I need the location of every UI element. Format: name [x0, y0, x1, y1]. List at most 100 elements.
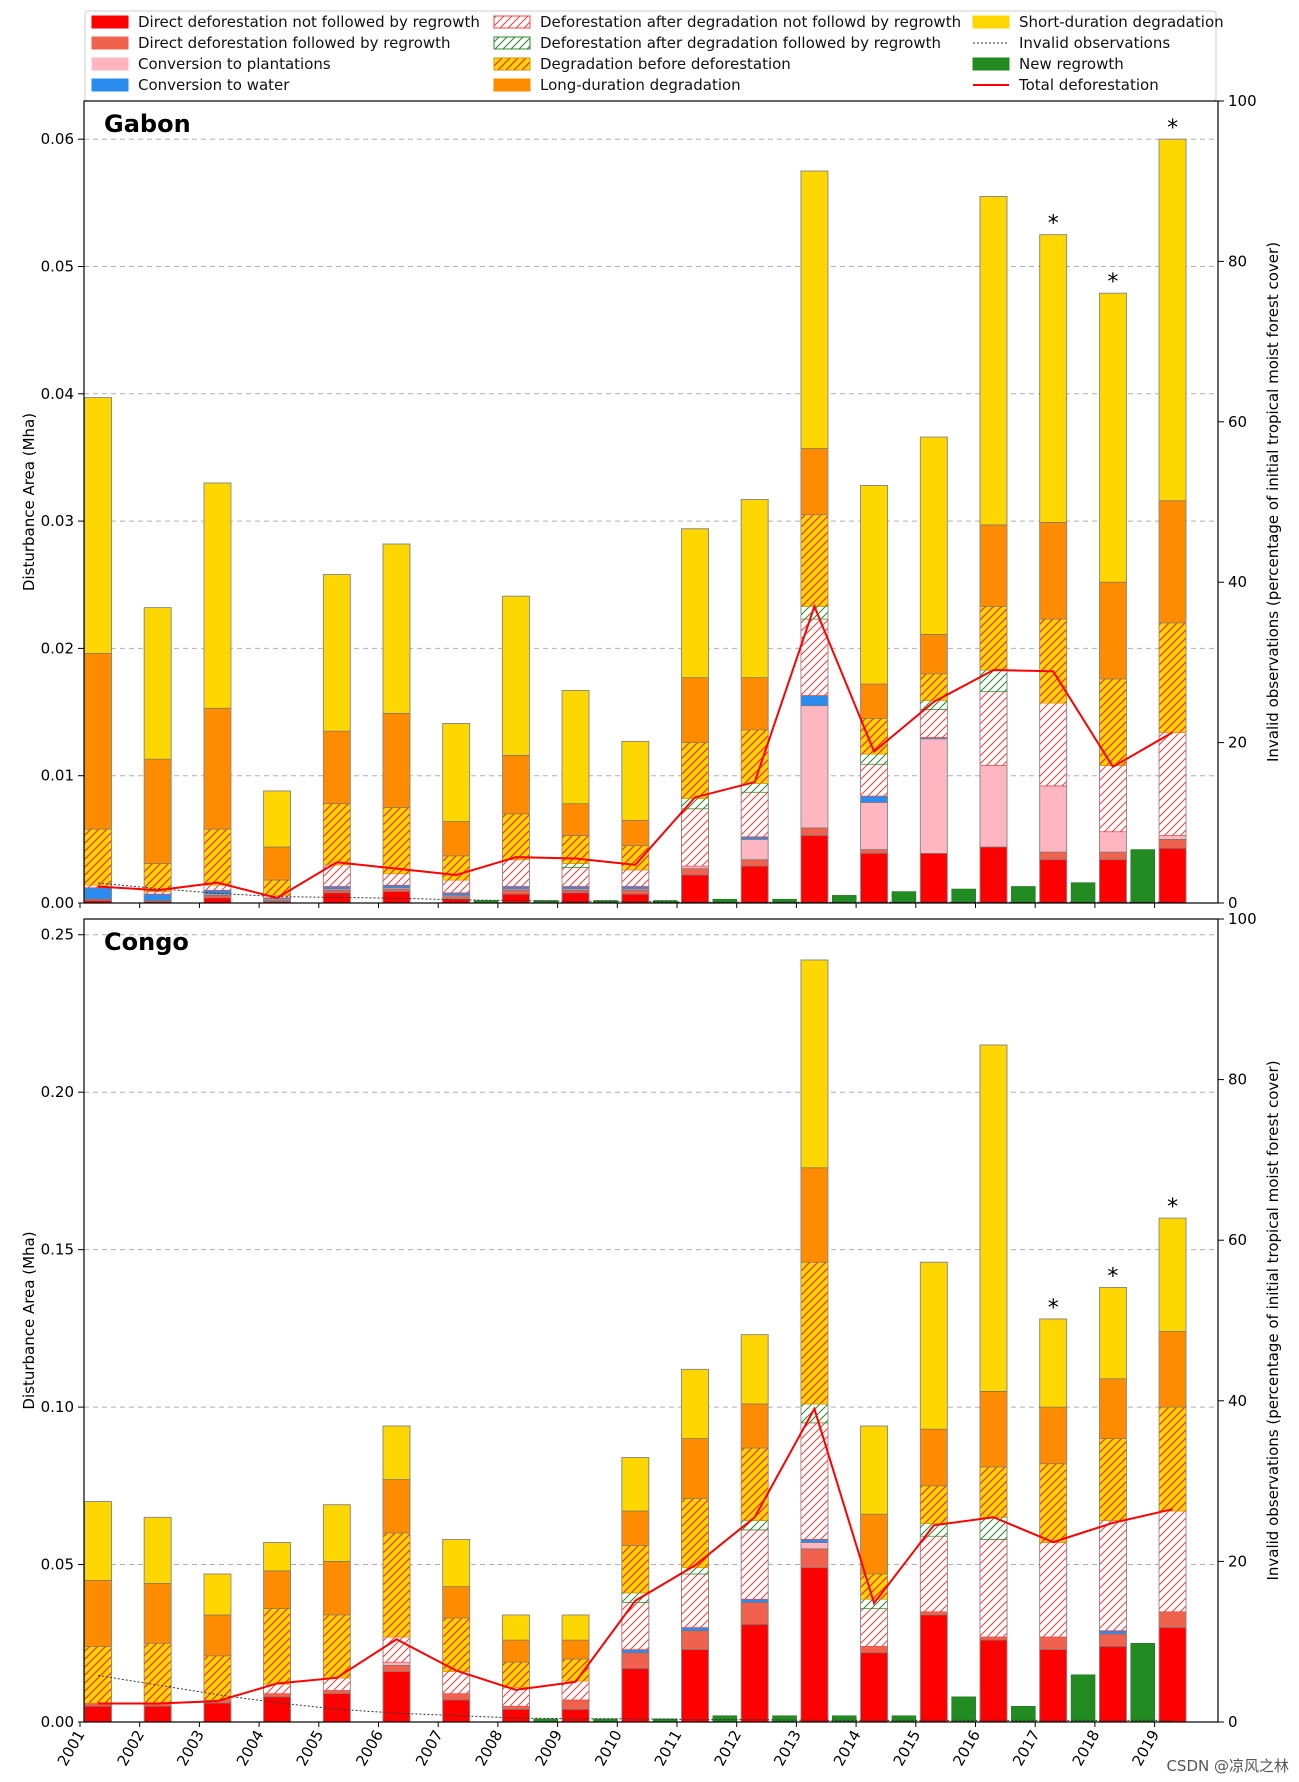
bar-segment-ldd-2018: [1099, 581, 1127, 680]
bar-segment-sdd-2012: [740, 1334, 769, 1405]
bar-segment-water-2009: [561, 886, 590, 890]
bar-segment-ddr-2005: [322, 889, 351, 894]
bar-segment-sdd-2018: [1099, 1287, 1127, 1380]
y-tick-label: 0.05: [41, 257, 74, 275]
bar-segment-dadnr-2007: [442, 1671, 471, 1695]
bar-segment-dbd-2016: [979, 1466, 1008, 1518]
legend-label-dadnr: Deforestation after degradation not foll…: [540, 13, 961, 31]
bar-segment-sdd-2010: [621, 1457, 650, 1512]
bar-segment-ddnr-2010: [621, 1668, 650, 1723]
bar-segment-ldd-2006: [382, 1479, 411, 1534]
bar-segment-sdd-2005: [322, 1504, 351, 1562]
bar-segment-sdd-2011: [681, 528, 709, 679]
bar-segment-sdd-2009: [561, 1614, 590, 1641]
y2-tick-label: 20: [1228, 1552, 1247, 1570]
x-tick-label-2009: 2009: [531, 1727, 566, 1769]
legend-swatch-dbd: [493, 57, 531, 71]
bar-segment-dadnr-2019: [1158, 1510, 1187, 1613]
bar-segment-plant-2018: [1099, 831, 1127, 853]
y-tick-label: 0.15: [41, 1241, 74, 1259]
bar-segment-dbd-2004: [263, 1608, 291, 1685]
bar-segment-dbd-2015: [919, 1485, 948, 1524]
bar-segment-ddr-2011: [681, 868, 709, 876]
bar-segment-dadnr-2016: [979, 691, 1008, 766]
bar-segment-ldd-2012: [740, 1403, 769, 1449]
y2-tick-label: 80: [1228, 252, 1247, 270]
bar-segment-ldd-2001: [84, 1579, 112, 1647]
bar-segment-ddr-2017: [1039, 851, 1068, 861]
legend-label-sdd: Short-duration degradation: [1019, 13, 1224, 31]
regrowth-bar-2017: [1070, 882, 1096, 904]
x-tick-label-2006: 2006: [352, 1727, 387, 1769]
star-marker-2019: *: [1167, 1195, 1178, 1220]
regrowth-bar-2015: [951, 1696, 976, 1723]
bar-segment-ddnr-2003: [203, 897, 232, 904]
bar-segment-dbd-2013: [800, 514, 829, 607]
y-tick-label: 0.25: [41, 926, 74, 944]
y2-tick-label: 0: [1228, 894, 1238, 912]
bar-segment-ldd-2011: [681, 1438, 709, 1499]
bar-segment-dadnr-2014: [860, 1608, 888, 1647]
bar-segment-water-2010: [621, 886, 650, 890]
bar-segment-ldd-2014: [860, 683, 888, 719]
bar-segment-dadnr-2005: [322, 1677, 351, 1691]
bar-segment-sdd-2002: [143, 607, 172, 760]
legend-label-dadr: Deforestation after degradation followed…: [540, 34, 941, 52]
bar-segment-dbd-2010: [621, 845, 650, 871]
bar-segment-ldd-2017: [1039, 1406, 1068, 1465]
bar-segment-ddr-2008: [502, 889, 530, 895]
bar-segment-water-2001: [84, 887, 112, 900]
legend-swatch-ddnr: [91, 15, 129, 29]
bar-segment-plant-2013: [800, 705, 829, 829]
panel-title: Congo: [104, 928, 189, 956]
bar-segment-sdd-2019: [1158, 138, 1187, 502]
x-tick-label-2011: 2011: [651, 1727, 686, 1769]
bar-segment-ddnr-2016: [979, 1639, 1008, 1723]
bar-segment-dadnr-2016: [979, 1539, 1008, 1638]
bar-segment-dadnr-2015: [919, 1535, 948, 1613]
bar-segment-dadnr-2012: [740, 1529, 769, 1600]
bar-segment-ldd-2019: [1158, 500, 1187, 624]
bar-segment-ddr-2012: [740, 859, 769, 867]
bar-segment-dadnr-2012: [740, 791, 769, 838]
legend-swatch-ddr: [91, 36, 129, 50]
bar-segment-ldd-2015: [919, 1428, 948, 1487]
bar-segment-dadnr-2018: [1099, 765, 1127, 833]
y-axis-label: Disturbance Area (Mha): [20, 413, 38, 591]
bar-segment-ldd-2004: [263, 1570, 291, 1609]
bar-segment-sdd-2013: [800, 959, 829, 1169]
x-tick-label-2007: 2007: [412, 1727, 447, 1769]
y-tick-label: 0.01: [41, 767, 74, 785]
bar-segment-ddr-2019: [1158, 1611, 1187, 1628]
bar-segment-ddr-2013: [800, 827, 829, 836]
bar-segment-ldd-2002: [143, 1583, 172, 1644]
legend-swatch-sdd: [972, 15, 1010, 29]
bar-segment-dadnr-2010: [621, 869, 650, 887]
bar-segment-dbd-2014: [860, 1573, 888, 1600]
bar-segment-plant-2014: [860, 802, 888, 850]
plot-frame: [83, 918, 1219, 1723]
x-tick-label-2017: 2017: [1009, 1727, 1044, 1769]
star-marker-2017: *: [1048, 212, 1059, 237]
y-tick-label: 0.02: [41, 639, 74, 657]
bar-segment-ddnr-2011: [681, 874, 709, 904]
y-tick-label: 0.03: [41, 512, 74, 530]
regrowth-bar-2014: [891, 1715, 917, 1723]
x-tick-label-2015: 2015: [890, 1727, 925, 1769]
bar-segment-dbd-2003: [203, 828, 232, 886]
bar-segment-ddnr-2017: [1039, 859, 1068, 904]
star-marker-2018: *: [1107, 1264, 1118, 1289]
x-tick-label-2002: 2002: [113, 1727, 148, 1769]
bar-segment-ddnr-2018: [1099, 859, 1127, 904]
bar-segment-ddnr-2017: [1039, 1649, 1068, 1723]
regrowth-bar-2013: [832, 895, 857, 904]
y2-tick-label: 60: [1228, 413, 1247, 431]
bar-segment-sdd-2006: [382, 543, 411, 714]
bar-segment-ldd-2007: [442, 1586, 471, 1619]
bar-segment-dadnr-2008: [502, 859, 530, 887]
bar-segment-dbd-2001: [84, 828, 112, 886]
bar-segment-ldd-2016: [979, 524, 1008, 607]
bar-segment-ddnr-2004: [263, 1696, 291, 1723]
invalid-observations-line: [97, 882, 1173, 903]
